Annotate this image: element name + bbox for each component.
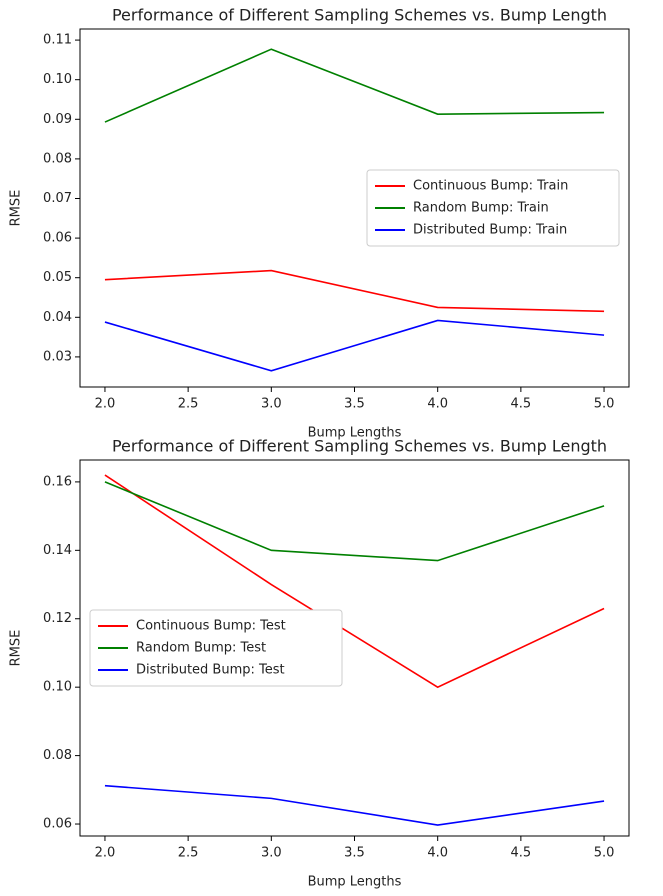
line-series (104, 481, 605, 562)
line-series (104, 784, 605, 826)
y-tick-label: 0.14 (43, 543, 72, 558)
y-axis-label: RMSE (9, 630, 24, 667)
x-tick-label: 2.0 (95, 846, 116, 861)
x-tick-label: 4.0 (427, 397, 448, 412)
y-tick-label: 0.16 (43, 474, 72, 489)
legend-label: Distributed Bump: Train (413, 223, 567, 238)
x-tick-label: 2.5 (178, 846, 199, 861)
y-tick-label: 0.11 (43, 33, 72, 48)
y-tick-label: 0.12 (43, 611, 72, 626)
line-series (104, 474, 605, 689)
y-tick-label: 0.09 (43, 112, 72, 127)
x-tick-label: 4.5 (511, 846, 532, 861)
x-tick-label: 3.0 (261, 397, 282, 412)
legend-label: Random Bump: Train (413, 201, 549, 216)
x-tick-label: 2.0 (95, 397, 116, 412)
line-series (104, 319, 605, 372)
x-tick-label: 2.5 (178, 397, 199, 412)
axes-frame (79, 28, 630, 388)
legend-box (89, 609, 343, 687)
x-tick-label: 5.0 (594, 846, 615, 861)
y-tick-label: 0.04 (43, 310, 72, 325)
y-tick-label: 0.10 (43, 72, 72, 87)
y-tick-label: 0.08 (43, 748, 72, 763)
line-series (104, 48, 605, 123)
y-tick-label: 0.07 (43, 191, 72, 206)
x-axis-label: Bump Lengths (308, 875, 402, 890)
legend-box (366, 169, 620, 247)
legend-label: Continuous Bump: Test (136, 619, 286, 634)
y-tick-label: 0.05 (43, 270, 72, 285)
x-tick-label: 3.5 (344, 846, 365, 861)
y-tick-label: 0.08 (43, 151, 72, 166)
y-tick-label: 0.06 (43, 231, 72, 246)
axes-frame (79, 459, 630, 837)
x-tick-label: 3.0 (261, 846, 282, 861)
y-tick-label: 0.06 (43, 817, 72, 832)
y-tick-label: 0.10 (43, 680, 72, 695)
legend-label: Distributed Bump: Test (136, 663, 285, 678)
x-tick-label: 3.5 (344, 397, 365, 412)
y-axis-label: RMSE (9, 190, 24, 227)
x-axis-label: Bump Lengths (308, 426, 402, 441)
line-series (104, 269, 605, 313)
x-tick-label: 5.0 (594, 397, 615, 412)
chart-title: Performance of Different Sampling Scheme… (112, 6, 607, 25)
x-tick-label: 4.0 (427, 846, 448, 861)
x-tick-label: 4.5 (511, 397, 532, 412)
legend-label: Random Bump: Test (136, 641, 266, 656)
legend-label: Continuous Bump: Train (413, 179, 568, 194)
y-tick-label: 0.03 (43, 349, 72, 364)
chart-title: Performance of Different Sampling Scheme… (112, 437, 607, 456)
